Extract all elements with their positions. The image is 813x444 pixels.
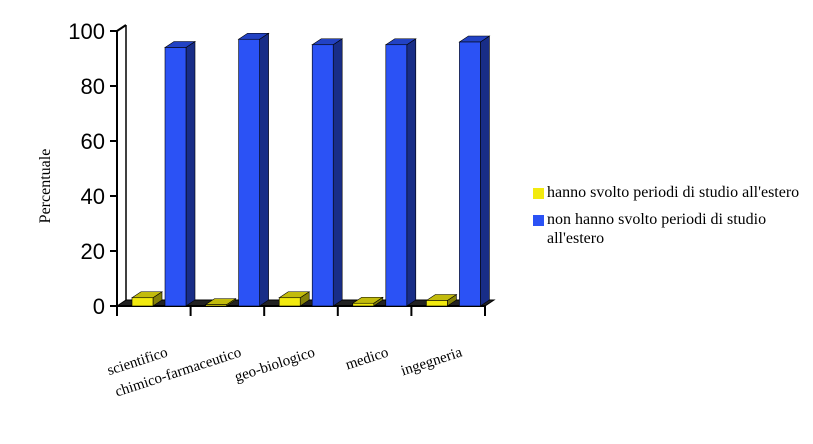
x-category-label: chimico-farmaceutico [113, 345, 243, 401]
y-tick-label: 100 [68, 19, 105, 44]
bar-side-face [259, 32, 269, 307]
bar-side-face [332, 38, 343, 307]
legend-item-not-studied-abroad: non hanno svolto periodi di studio all'e… [533, 210, 813, 248]
bar [238, 38, 260, 307]
bar-side-face [480, 35, 490, 307]
bar-side-face [185, 40, 196, 307]
bar [426, 300, 448, 307]
legend-swatch-blue [533, 215, 544, 226]
bar [385, 44, 408, 307]
chart-legend: hanno svolto periodi di studio all'ester… [533, 183, 813, 256]
bar [131, 297, 154, 307]
bar [311, 44, 334, 307]
y-tick-label: 40 [81, 184, 105, 209]
y-tick-label: 0 [93, 294, 105, 319]
x-category-label: geo-biologico [233, 345, 317, 386]
bar [164, 47, 187, 307]
legend-item-studied-abroad: hanno svolto periodi di studio all'ester… [533, 183, 813, 202]
legend-swatch-yellow [533, 188, 544, 199]
legend-label: non hanno svolto periodi di studio all'e… [547, 211, 767, 247]
x-category-label: medico [344, 345, 391, 374]
bar [352, 302, 375, 307]
y-axis-label: Percentuale [37, 149, 54, 224]
chart-bars [131, 32, 491, 307]
bar-side-face [406, 38, 417, 307]
bar [278, 297, 301, 307]
bar [459, 41, 481, 307]
y-axis-top-edge [116, 24, 127, 32]
y-tick-label: 80 [81, 74, 105, 99]
legend-label: hanno svolto periodi di studio all'ester… [547, 184, 800, 201]
y-tick-label: 20 [81, 239, 105, 264]
x-category-label: ingegneria [399, 344, 464, 379]
bar [205, 304, 227, 307]
y-tick-label: 60 [81, 129, 105, 154]
